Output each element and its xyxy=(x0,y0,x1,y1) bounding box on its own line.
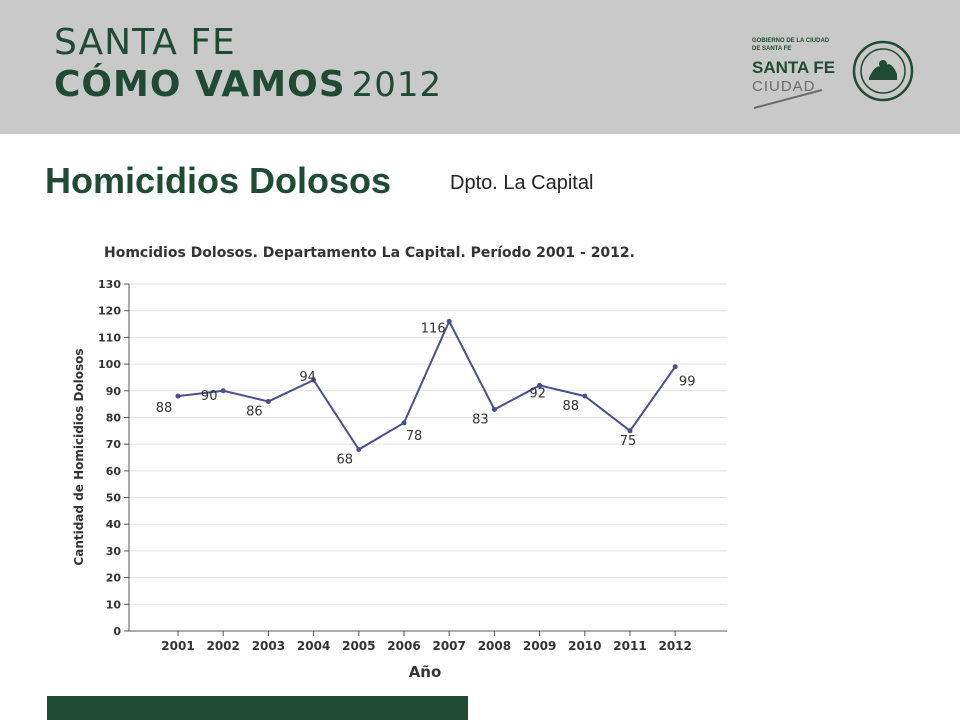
y-tick-label: 100 xyxy=(98,358,121,371)
x-tick-label: 2008 xyxy=(478,639,511,653)
chart-title: Homcidios Dolosos. Departamento La Capit… xyxy=(104,245,635,261)
x-tick-label: 2002 xyxy=(206,639,239,653)
y-tick-label: 110 xyxy=(98,331,121,344)
data-label: 116 xyxy=(421,321,446,336)
y-tick-label: 60 xyxy=(106,465,122,478)
data-point xyxy=(175,393,181,399)
y-tick-label: 80 xyxy=(106,411,122,424)
data-label: 88 xyxy=(156,401,173,416)
data-point xyxy=(446,318,452,324)
x-tick-label: 2006 xyxy=(387,639,420,653)
page-subtitle: Dpto. La Capital xyxy=(450,172,594,194)
y-tick-label: 90 xyxy=(106,385,122,398)
data-point xyxy=(491,406,497,412)
data-label: 68 xyxy=(337,452,354,467)
x-tick-label: 2011 xyxy=(613,639,646,653)
x-tick-label: 2007 xyxy=(432,639,465,653)
chart-axes: 0 10 20 30 40 50 60 70 80 90 100 110 120 130 2001 2002 2… xyxy=(72,278,727,681)
brand-tagline-text: CÓMO VAMOS xyxy=(54,64,346,105)
gov-logo-title: SANTA FE xyxy=(752,58,836,77)
data-label: 83 xyxy=(472,412,489,427)
data-label: 99 xyxy=(679,375,696,390)
y-tick-label: 0 xyxy=(113,625,121,638)
page-title: Homicidios Dolosos xyxy=(45,160,392,201)
header-banner: SANTA FE CÓMO VAMOS 2012 GOBIERNO DE LA C… xyxy=(0,0,960,134)
data-point xyxy=(627,428,633,434)
data-label: 75 xyxy=(620,434,637,449)
y-tick-label: 70 xyxy=(106,438,122,451)
x-tick-label: 2009 xyxy=(523,639,556,653)
gov-logo-subtitle: CIUDAD xyxy=(752,78,816,95)
x-tick-label: 2001 xyxy=(161,639,194,653)
gov-caption: GOBIERNO DE LA CIUDAD DE SANTA FE xyxy=(752,38,830,52)
data-point xyxy=(265,398,271,404)
y-tick-label: 120 xyxy=(98,305,121,318)
gov-logo-slash-icon xyxy=(753,89,823,109)
x-tick-label: 2003 xyxy=(252,639,285,653)
chart-grid xyxy=(129,283,727,605)
data-label: 78 xyxy=(406,429,423,444)
data-label: 86 xyxy=(246,404,263,419)
brand-name: SANTA FE xyxy=(54,22,236,63)
data-label: 92 xyxy=(529,386,546,401)
footer-bar xyxy=(47,696,468,720)
data-label: 90 xyxy=(201,389,218,404)
x-axis-title: Año xyxy=(409,663,442,681)
data-point xyxy=(311,377,317,383)
x-tick-label: 2004 xyxy=(297,639,330,653)
y-tick-label: 30 xyxy=(106,545,122,558)
y-tick-label: 20 xyxy=(106,572,122,585)
data-point xyxy=(672,364,678,370)
chart-labels: 88 90 86 94 68 78 116 83 92 88 75 99 xyxy=(156,321,696,467)
data-point xyxy=(220,388,226,394)
data-point xyxy=(356,446,362,452)
data-point xyxy=(401,420,407,426)
seal-icon xyxy=(852,40,914,102)
x-tick-label: 2005 xyxy=(342,639,375,653)
series-line xyxy=(177,319,677,451)
chart-series xyxy=(175,318,678,452)
x-tick-label: 2012 xyxy=(658,639,691,653)
y-tick-label: 50 xyxy=(106,492,122,505)
y-axis-title: Cantidad de Homicidios Dolosos xyxy=(72,348,86,565)
y-tick-label: 40 xyxy=(106,518,122,531)
data-label: 88 xyxy=(563,399,580,414)
brand-tagline: CÓMO VAMOS 2012 xyxy=(54,64,442,105)
data-point xyxy=(582,393,588,399)
x-tick-label: 2010 xyxy=(568,639,601,653)
data-label: 94 xyxy=(299,370,316,385)
y-tick-label: 130 xyxy=(98,278,121,291)
brand-year: 2012 xyxy=(351,65,443,105)
data-point xyxy=(537,382,543,388)
y-tick-label: 10 xyxy=(106,598,122,611)
